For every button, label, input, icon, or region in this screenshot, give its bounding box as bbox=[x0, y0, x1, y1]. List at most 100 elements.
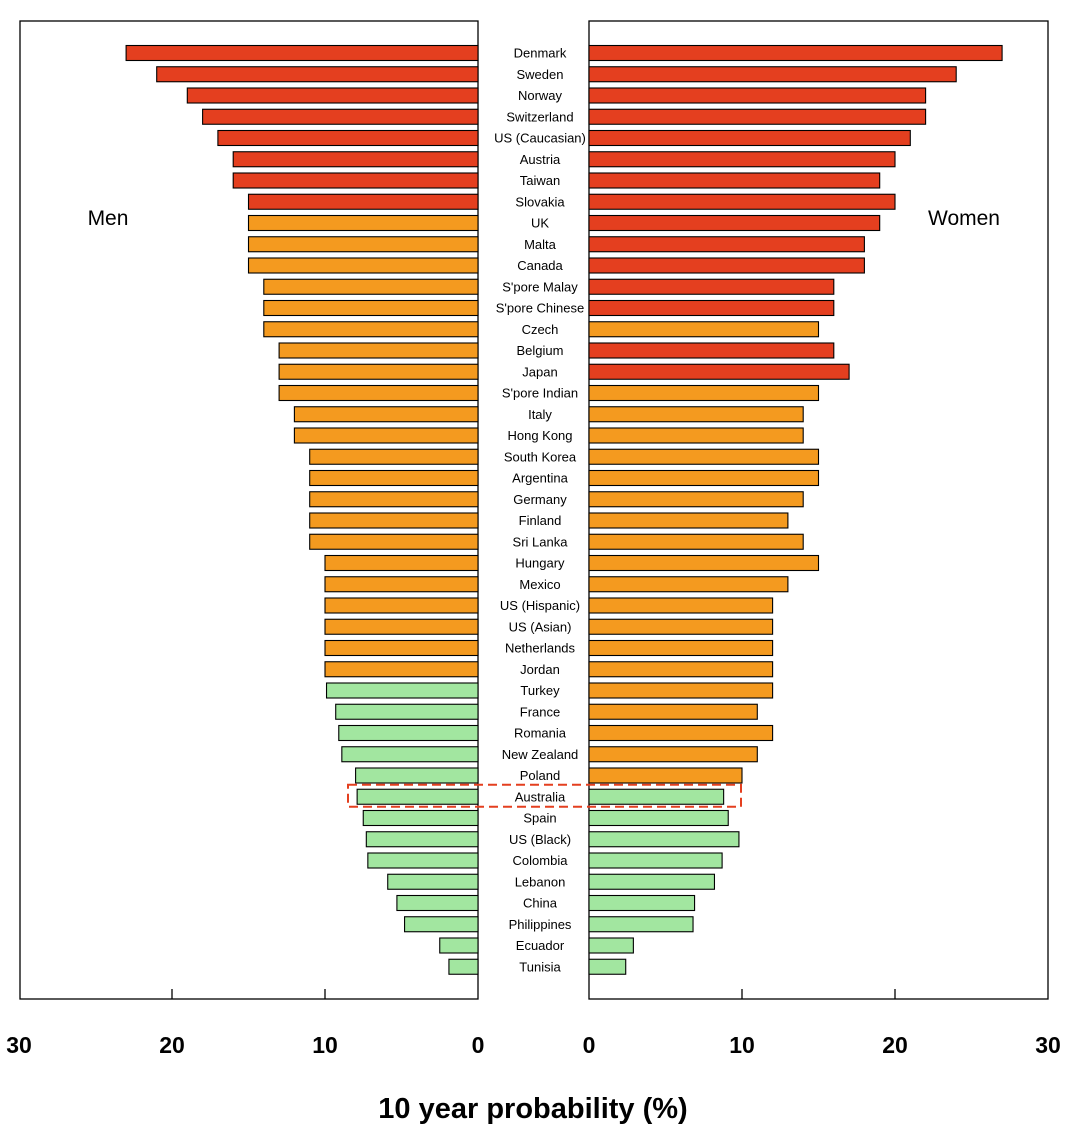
bar-men-australia bbox=[356, 788, 479, 805]
bar-women-lebanon bbox=[588, 873, 716, 890]
bar-men-s-pore-chinese bbox=[263, 299, 479, 317]
bar-men-tunisia bbox=[448, 958, 479, 975]
bar-women-poland bbox=[588, 767, 743, 784]
bar-women-canada bbox=[588, 257, 865, 274]
bar-women-slovakia bbox=[588, 193, 896, 210]
bar-men-uk bbox=[247, 214, 479, 232]
country-label-canada: Canada bbox=[517, 258, 563, 273]
bar-men-taiwan bbox=[232, 172, 479, 189]
bar-women-turkey bbox=[588, 682, 774, 699]
bar-women-taiwan bbox=[588, 172, 881, 189]
country-label-s-pore-indian: S'pore Indian bbox=[502, 386, 578, 401]
women-panel-label: Women bbox=[928, 207, 1000, 230]
bar-women-france bbox=[588, 703, 758, 720]
bar-women-japan bbox=[588, 363, 850, 380]
bar-women-finland bbox=[588, 512, 789, 529]
bar-men-argentina bbox=[309, 469, 479, 487]
bar-men-romania bbox=[338, 724, 479, 742]
bar-women-germany bbox=[588, 491, 804, 508]
country-label-sweden: Sweden bbox=[517, 67, 564, 82]
men-panel-frame bbox=[19, 20, 479, 1000]
bar-men-france bbox=[335, 703, 479, 720]
country-label-china: China bbox=[523, 896, 558, 911]
bar-women-belgium bbox=[588, 342, 835, 359]
bar-men-switzerland bbox=[202, 108, 479, 125]
country-label-denmark: Denmark bbox=[514, 46, 567, 61]
country-label-turkey: Turkey bbox=[520, 683, 560, 698]
country-label-lebanon: Lebanon bbox=[515, 874, 566, 889]
bar-women-argentina bbox=[588, 469, 820, 487]
country-label-tunisia: Tunisia bbox=[519, 959, 561, 974]
highlight-box bbox=[347, 783, 742, 808]
bar-men-new-zealand bbox=[341, 746, 479, 763]
bar-women-china bbox=[588, 894, 696, 912]
bar-men-us-asian bbox=[324, 618, 479, 635]
country-label-france: France bbox=[520, 704, 560, 719]
country-label-taiwan: Taiwan bbox=[520, 173, 560, 188]
bar-men-mexico bbox=[324, 576, 479, 593]
bar-men-lebanon bbox=[387, 873, 479, 890]
country-label-romania: Romania bbox=[514, 726, 567, 741]
bar-men-colombia bbox=[367, 852, 479, 869]
x-axis-title: 10 year probability (%) bbox=[378, 1093, 687, 1125]
bar-women-jordan bbox=[588, 661, 774, 678]
country-label-czech: Czech bbox=[522, 322, 559, 337]
bar-women-sweden bbox=[588, 66, 957, 83]
bar-women-ecuador bbox=[588, 937, 634, 954]
bar-men-denmark bbox=[125, 44, 479, 62]
country-label-netherlands: Netherlands bbox=[505, 641, 576, 656]
bar-men-turkey bbox=[325, 682, 479, 699]
country-label-australia: Australia bbox=[515, 789, 566, 804]
country-label-austria: Austria bbox=[520, 152, 561, 167]
bar-women-austria bbox=[588, 151, 896, 168]
country-label-mexico: Mexico bbox=[519, 577, 560, 592]
country-label-italy: Italy bbox=[528, 407, 552, 422]
bar-women-us-asian bbox=[588, 618, 774, 635]
country-label-us-asian: US (Asian) bbox=[509, 619, 572, 634]
bar-men-ecuador bbox=[439, 937, 479, 954]
bar-women-italy bbox=[588, 406, 804, 423]
country-label-jordan: Jordan bbox=[520, 662, 560, 677]
country-label-norway: Norway bbox=[518, 88, 563, 103]
country-labels: Denmark Sweden Norway Switzerland US (Caucas… bbox=[494, 46, 586, 975]
x-tick-label: 0 bbox=[472, 1032, 485, 1058]
country-label-finland: Finland bbox=[519, 513, 562, 528]
country-label-sri-lanka: Sri Lanka bbox=[513, 534, 569, 549]
bar-women-colombia bbox=[588, 852, 723, 869]
bar-women-mexico bbox=[588, 576, 789, 593]
country-label-slovakia: Slovakia bbox=[515, 194, 565, 209]
bar-women-romania bbox=[588, 724, 774, 742]
x-tick-label: 20 bbox=[882, 1032, 908, 1058]
bar-women-us-black bbox=[588, 831, 740, 848]
bar-men-china bbox=[396, 894, 479, 912]
bar-women-hungary bbox=[588, 554, 820, 572]
x-tick-label: 20 bbox=[159, 1032, 185, 1058]
bar-men-italy bbox=[293, 406, 479, 423]
country-label-us-black: US (Black) bbox=[509, 832, 571, 847]
men-panel-label: Men bbox=[88, 207, 129, 230]
country-label-hungary: Hungary bbox=[515, 556, 565, 571]
country-label-germany: Germany bbox=[513, 492, 567, 507]
bar-men-netherlands bbox=[324, 639, 479, 657]
bar-men-sri-lanka bbox=[309, 533, 479, 550]
bar-women-us-hispanic bbox=[588, 597, 774, 614]
bar-men-us-caucasian bbox=[217, 129, 479, 147]
bar-men-s-pore-indian bbox=[278, 384, 479, 402]
bar-women-czech bbox=[588, 321, 820, 338]
bar-men-czech bbox=[263, 321, 479, 338]
country-label-philippines: Philippines bbox=[509, 917, 572, 932]
bar-men-belgium bbox=[278, 342, 479, 359]
country-label-us-hispanic: US (Hispanic) bbox=[500, 598, 580, 613]
women-panel-frame bbox=[588, 20, 1049, 1000]
country-label-malta: Malta bbox=[524, 237, 557, 252]
bar-women-us-caucasian bbox=[588, 129, 911, 147]
bar-women-norway bbox=[588, 87, 927, 104]
bar-women-spain bbox=[588, 809, 729, 827]
bar-men-austria bbox=[232, 151, 479, 168]
bar-men-us-black bbox=[365, 831, 479, 848]
country-label-uk: UK bbox=[531, 216, 549, 231]
bar-women-tunisia bbox=[588, 958, 627, 975]
bar-women-netherlands bbox=[588, 639, 774, 657]
